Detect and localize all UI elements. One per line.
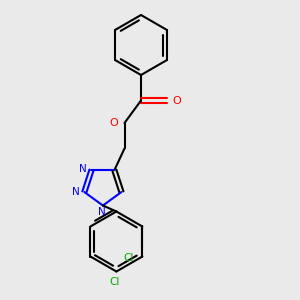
Text: O: O [172, 95, 182, 106]
Text: O: O [110, 118, 118, 128]
Text: N: N [98, 207, 105, 217]
Text: N: N [79, 164, 87, 174]
Text: Cl: Cl [110, 277, 120, 287]
Text: N: N [72, 187, 80, 197]
Text: Cl: Cl [124, 253, 134, 263]
